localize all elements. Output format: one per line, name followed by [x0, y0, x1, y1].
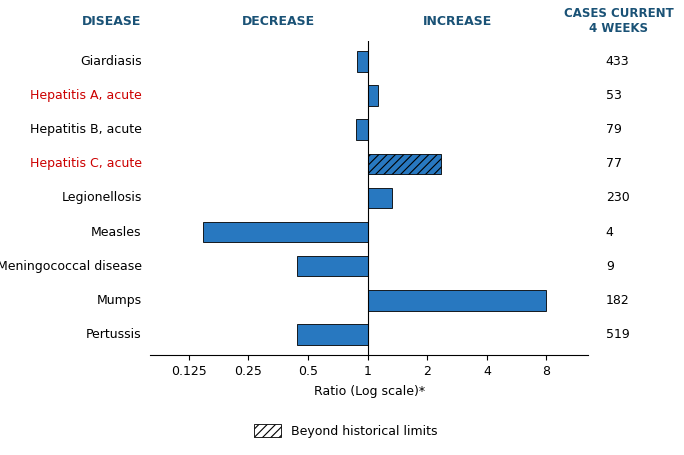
Bar [297, 324, 368, 345]
Text: 77: 77 [606, 157, 622, 170]
Text: Mumps: Mumps [96, 294, 142, 307]
Text: 79: 79 [606, 123, 622, 136]
Bar [356, 119, 368, 140]
Legend: Beyond historical limits: Beyond historical limits [249, 419, 443, 443]
Text: Hepatitis C, acute: Hepatitis C, acute [29, 157, 142, 170]
Text: CASES CURRENT
4 WEEKS: CASES CURRENT 4 WEEKS [564, 7, 674, 35]
Text: 9: 9 [606, 260, 614, 273]
Text: Hepatitis B, acute: Hepatitis B, acute [30, 123, 142, 136]
Text: 519: 519 [606, 328, 629, 341]
Text: Giardiasis: Giardiasis [80, 55, 142, 68]
Text: DISEASE: DISEASE [82, 15, 142, 28]
Text: 53: 53 [606, 89, 622, 102]
Text: Hepatitis A, acute: Hepatitis A, acute [30, 89, 142, 102]
Text: Pertussis: Pertussis [86, 328, 142, 341]
Bar [368, 187, 391, 208]
Bar [368, 154, 441, 174]
Text: 182: 182 [606, 294, 629, 307]
Text: Meningococcal disease: Meningococcal disease [0, 260, 142, 273]
Text: 230: 230 [606, 192, 629, 204]
Bar [203, 222, 368, 242]
Text: Measles: Measles [91, 226, 142, 238]
Text: Legionellosis: Legionellosis [62, 192, 142, 204]
Text: INCREASE: INCREASE [423, 15, 492, 28]
Bar [297, 256, 368, 276]
Text: 4: 4 [606, 226, 614, 238]
Bar [368, 290, 547, 311]
X-axis label: Ratio (Log scale)*: Ratio (Log scale)* [314, 384, 425, 398]
Text: 433: 433 [606, 55, 629, 68]
Text: DECREASE: DECREASE [241, 15, 315, 28]
Bar [356, 51, 368, 71]
Bar [368, 86, 378, 106]
